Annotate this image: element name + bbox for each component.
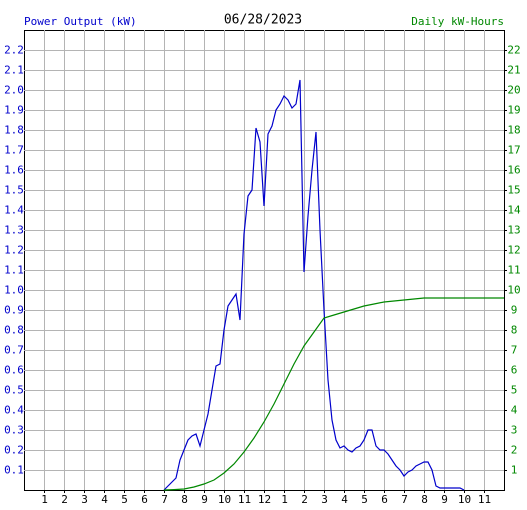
y-tick-label: 1.6 [4, 164, 24, 177]
y2-tick-label: 1 [511, 464, 518, 477]
y-axis-title: Power Output (kW) [24, 15, 137, 28]
y2-tick-label: 2 [511, 444, 518, 457]
x-tick-label: 10 [218, 493, 231, 506]
x-tick-label: 1 [41, 493, 48, 506]
y2-tick-label: 9 [511, 304, 518, 317]
y2-tick-label: 7 [511, 344, 518, 357]
x-tick-label: 9 [201, 493, 208, 506]
x-tick-label: 4 [341, 493, 348, 506]
y-tick-label: 1.3 [4, 224, 24, 237]
y2-tick-label: 10 [507, 284, 520, 297]
series-line [163, 297, 504, 491]
y2-tick-label: 19 [507, 104, 520, 117]
x-tick-label: 12 [258, 493, 271, 506]
y-tick-label: 1.1 [4, 264, 24, 277]
y-tick-label: 0.6 [4, 364, 24, 377]
y2-axis-title: Daily kW-Hours [411, 15, 504, 28]
y-tick-label: 2.2 [4, 44, 24, 57]
y-tick-label: 0.3 [4, 424, 24, 437]
x-tick-label: 2 [61, 493, 68, 506]
x-tick-label: 8 [421, 493, 428, 506]
y2-tick-label: 15 [507, 184, 520, 197]
x-tick-label: 8 [181, 493, 188, 506]
y2-tick-label: 20 [507, 84, 520, 97]
y-tick-label: 0.9 [4, 304, 24, 317]
y-tick-label: 1.2 [4, 244, 24, 257]
x-tick-label: 9 [441, 493, 448, 506]
y-tick-label: 1.4 [4, 204, 24, 217]
x-tick-label: 6 [141, 493, 148, 506]
y2-tick-label: 12 [507, 244, 520, 257]
y-tick-label: 1.0 [4, 284, 24, 297]
y-tick-label: 0.5 [4, 384, 24, 397]
y-tick-label: 0.4 [4, 404, 24, 417]
y2-tick-label: 3 [511, 424, 518, 437]
y-tick-label: 1.7 [4, 144, 24, 157]
y2-tick-label: 8 [511, 324, 518, 337]
x-tick-label: 5 [361, 493, 368, 506]
y2-tick-label: 5 [511, 384, 518, 397]
y-tick-label: 0.7 [4, 344, 24, 357]
x-tick-label: 6 [381, 493, 388, 506]
x-tick-label: 7 [161, 493, 168, 506]
y2-tick-label: 17 [507, 144, 520, 157]
x-tick-label: 3 [81, 493, 88, 506]
x-tick-label: 1 [281, 493, 288, 506]
y-tick-label: 1.9 [4, 104, 24, 117]
y-tick-label: 1.5 [4, 184, 24, 197]
y-tick-label: 1.8 [4, 124, 24, 137]
y-tick-label: 0.1 [4, 464, 24, 477]
y-tick-label: 0.2 [4, 444, 24, 457]
x-tick-label: 7 [401, 493, 408, 506]
y2-tick-label: 11 [507, 264, 520, 277]
x-tick-label: 4 [101, 493, 108, 506]
y-tick-label: 2.1 [4, 64, 24, 77]
y-tick-label: 0.8 [4, 324, 24, 337]
y-tick-label: 2.0 [4, 84, 24, 97]
y2-tick-label: 6 [511, 364, 518, 377]
y2-tick-label: 16 [507, 164, 520, 177]
x-tick-label: 11 [238, 493, 251, 506]
y2-tick-label: 14 [507, 204, 521, 217]
series-line [163, 79, 465, 491]
y2-tick-label: 22 [507, 44, 520, 57]
x-tick-label: 11 [478, 493, 491, 506]
x-tick-label: 5 [121, 493, 128, 506]
x-tick-label: 3 [321, 493, 328, 506]
y2-tick-label: 18 [507, 124, 520, 137]
y2-tick-label: 13 [507, 224, 520, 237]
x-tick-label: 10 [458, 493, 471, 506]
y2-tick-label: 4 [511, 404, 518, 417]
x-tick-label: 2 [301, 493, 308, 506]
chart-title: 06/28/2023 [224, 13, 302, 28]
y2-tick-label: 21 [507, 64, 520, 77]
